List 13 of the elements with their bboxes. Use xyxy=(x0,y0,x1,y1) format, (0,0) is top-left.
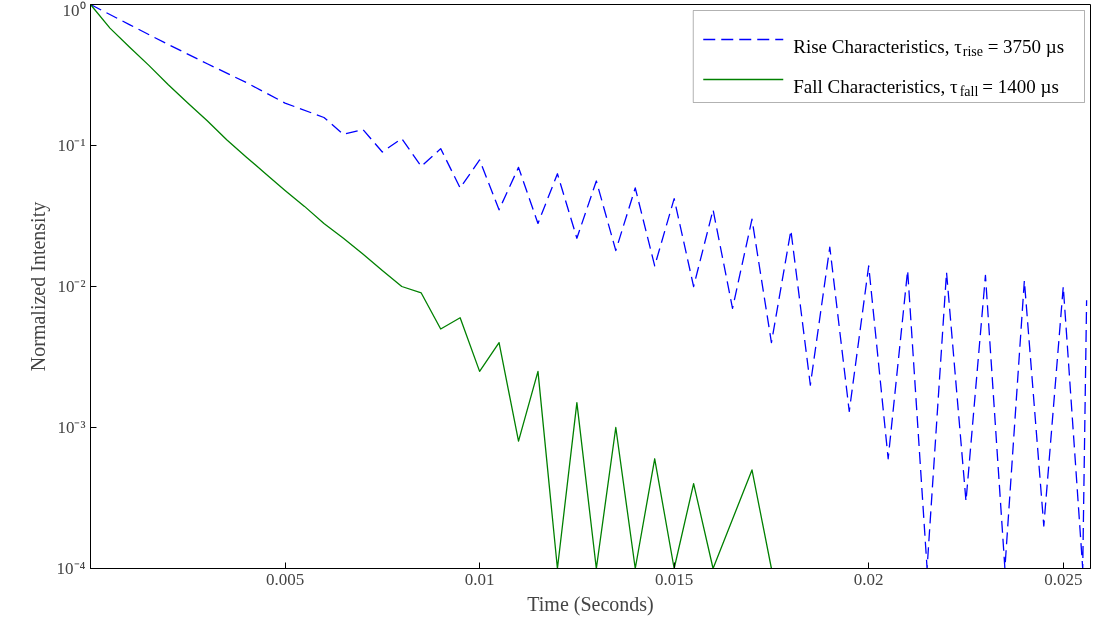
x-tick-label: 0.01 xyxy=(464,569,495,589)
line-series xyxy=(90,4,1088,569)
x-tick-label: 0.015 xyxy=(655,569,694,589)
y-tick-label: 10⁻⁴ xyxy=(56,559,86,578)
x-tick-label: 0.005 xyxy=(265,569,305,589)
x-tick-label: 0.02 xyxy=(853,569,884,589)
y-axis-title: Normalized Intensity xyxy=(26,201,50,372)
y-tick-label: 10⁰ xyxy=(62,0,86,20)
x-tick-label: 0.025 xyxy=(1044,569,1083,589)
y-tick-label: 10⁻² xyxy=(57,277,86,296)
y-tick-label: 10⁻¹ xyxy=(57,136,86,155)
y-tick-label: 10⁻³ xyxy=(57,418,86,437)
x-axis-title: Time (Seconds) xyxy=(527,592,654,616)
